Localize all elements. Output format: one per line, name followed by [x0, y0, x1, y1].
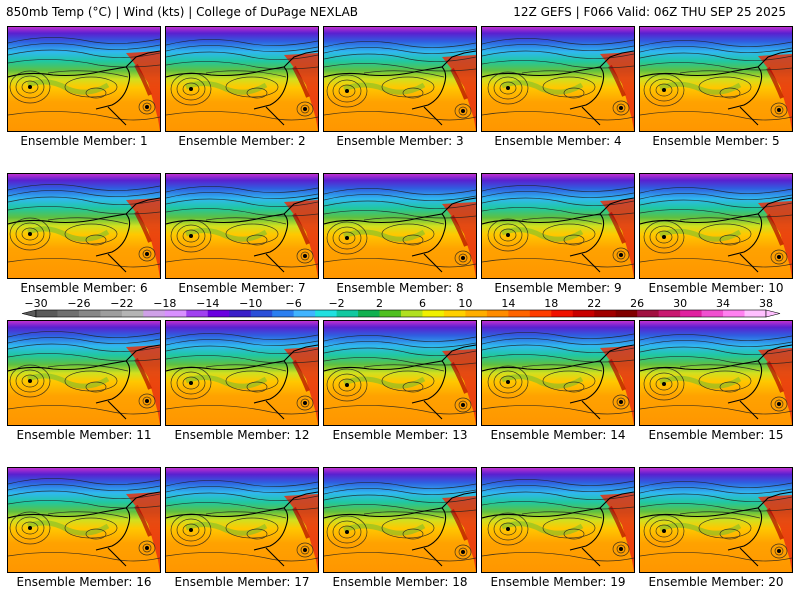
colorbar-tick-label: 6 — [419, 297, 426, 310]
colorbar-tick-label: 30 — [673, 297, 687, 310]
ensemble-member-label: Ensemble Member: 9 — [494, 281, 622, 295]
temperature-colorbar: −30 −26 −22 −18 −14 −10 −6 −2 2 6 10 14 18 22 26 30 34 38… — [21, 297, 781, 318]
colorbar-swatch — [594, 310, 617, 317]
ensemble-member-map — [7, 320, 161, 426]
colorbar-tick-label: −30 — [24, 297, 47, 310]
colorbar-tick-label: 10 — [458, 297, 472, 310]
colorbar-high-arrow — [765, 309, 781, 318]
colorbar-swatch — [744, 310, 767, 317]
colorbar-swatch — [100, 310, 123, 317]
model-run-info: 12Z GEFS | F066 Valid: 06Z THU SEP 25 20… — [513, 5, 786, 19]
map-title: 850mb Temp (°C) | Wind (kts) | College o… — [6, 5, 359, 19]
colorbar-swatch — [143, 310, 166, 317]
ensemble-member-map — [481, 320, 635, 426]
colorbar-swatch — [551, 310, 574, 317]
colorbar-tick-label: 38 — [759, 297, 773, 310]
colorbar-swatch — [358, 310, 380, 317]
ensemble-member-map — [481, 173, 635, 279]
ensemble-member-map — [7, 467, 161, 573]
ensemble-member-label: Ensemble Member: 17 — [174, 575, 310, 589]
ensemble-member-map — [7, 173, 161, 279]
colorbar-swatch — [186, 310, 209, 317]
colorbar-swatch — [529, 310, 552, 317]
colorbar-tick-label: −22 — [110, 297, 133, 310]
colorbar-tick-label: −14 — [196, 297, 219, 310]
colorbar-tick-label: 2 — [376, 297, 383, 310]
colorbar-tick-label: −18 — [153, 297, 176, 310]
ensemble-member-label: Ensemble Member: 18 — [332, 575, 468, 589]
colorbar-swatch — [508, 310, 531, 317]
colorbar-swatch — [57, 310, 80, 317]
ensemble-member-label: Ensemble Member: 20 — [648, 575, 784, 589]
colorbar-swatch — [207, 310, 230, 317]
colorbar-tick-label: 22 — [587, 297, 601, 310]
ensemble-member-label: Ensemble Member: 4 — [494, 134, 622, 148]
colorbar-swatch — [680, 310, 702, 317]
ensemble-member-label: Ensemble Member: 6 — [20, 281, 148, 295]
ensemble-member-label: Ensemble Member: 7 — [178, 281, 306, 295]
ensemble-member-map — [639, 26, 793, 132]
ensemble-member-map — [323, 26, 477, 132]
ensemble-member-label: Ensemble Member: 1 — [20, 134, 148, 148]
ensemble-member-label: Ensemble Member: 15 — [648, 428, 784, 442]
map-header: 850mb Temp (°C) | Wind (kts) | College o… — [0, 0, 800, 24]
colorbar-swatch — [36, 310, 58, 317]
ensemble-member-map — [165, 320, 319, 426]
ensemble-member-map — [165, 26, 319, 132]
colorbar-tick-label: −10 — [239, 297, 262, 310]
ensemble-member-label: Ensemble Member: 2 — [178, 134, 306, 148]
colorbar-tick-label: −26 — [67, 297, 90, 310]
colorbar-swatch — [658, 310, 681, 317]
colorbar-swatch — [121, 310, 144, 317]
colorbar-tick-label: −6 — [286, 297, 302, 310]
ensemble-member-label: Ensemble Member: 12 — [174, 428, 310, 442]
ensemble-member-label: Ensemble Member: 8 — [336, 281, 464, 295]
colorbar-swatch — [443, 310, 466, 317]
colorbar-swatch — [229, 310, 252, 317]
ensemble-member-map — [639, 467, 793, 573]
ensemble-member-label: Ensemble Member: 13 — [332, 428, 468, 442]
colorbar-swatch — [486, 310, 509, 317]
colorbar-swatch — [637, 310, 660, 317]
colorbar-tick-label: 34 — [716, 297, 730, 310]
ensemble-member-label: Ensemble Member: 3 — [336, 134, 464, 148]
ensemble-member-map — [639, 320, 793, 426]
colorbar-swatch — [401, 310, 423, 317]
ensemble-member-map — [165, 467, 319, 573]
colorbar-swatch — [379, 310, 402, 317]
ensemble-member-map — [323, 173, 477, 279]
ensemble-member-map — [165, 173, 319, 279]
colorbar-swatch — [615, 310, 638, 317]
colorbar-tick-label: 14 — [501, 297, 515, 310]
colorbar-swatch — [78, 310, 101, 317]
colorbar-swatch — [315, 310, 337, 317]
colorbar-swatch — [723, 310, 745, 317]
colorbar-swatch — [422, 310, 445, 317]
colorbar-tick-label: −2 — [328, 297, 344, 310]
colorbar-swatch — [293, 310, 316, 317]
colorbar-swatch — [336, 310, 359, 317]
ensemble-member-map — [323, 467, 477, 573]
colorbar-swatch — [164, 310, 187, 317]
colorbar-tick-label: 26 — [630, 297, 644, 310]
ensemble-member-label: Ensemble Member: 10 — [648, 281, 784, 295]
colorbar-low-arrow — [21, 309, 37, 318]
ensemble-member-label: Ensemble Member: 16 — [16, 575, 152, 589]
ensemble-member-map — [481, 467, 635, 573]
ensemble-member-label: Ensemble Member: 5 — [652, 134, 780, 148]
colorbar-tick-label: 18 — [544, 297, 558, 310]
colorbar-swatch — [250, 310, 273, 317]
ensemble-member-map — [639, 173, 793, 279]
colorbar-swatch — [272, 310, 295, 317]
ensemble-member-map — [481, 26, 635, 132]
colorbar-swatch — [572, 310, 595, 317]
ensemble-member-label: Ensemble Member: 19 — [490, 575, 626, 589]
ensemble-member-map — [7, 26, 161, 132]
ensemble-member-label: Ensemble Member: 11 — [16, 428, 152, 442]
colorbar-swatch — [465, 310, 488, 317]
ensemble-member-map — [323, 320, 477, 426]
ensemble-member-label: Ensemble Member: 14 — [490, 428, 626, 442]
colorbar-swatch — [701, 310, 724, 317]
